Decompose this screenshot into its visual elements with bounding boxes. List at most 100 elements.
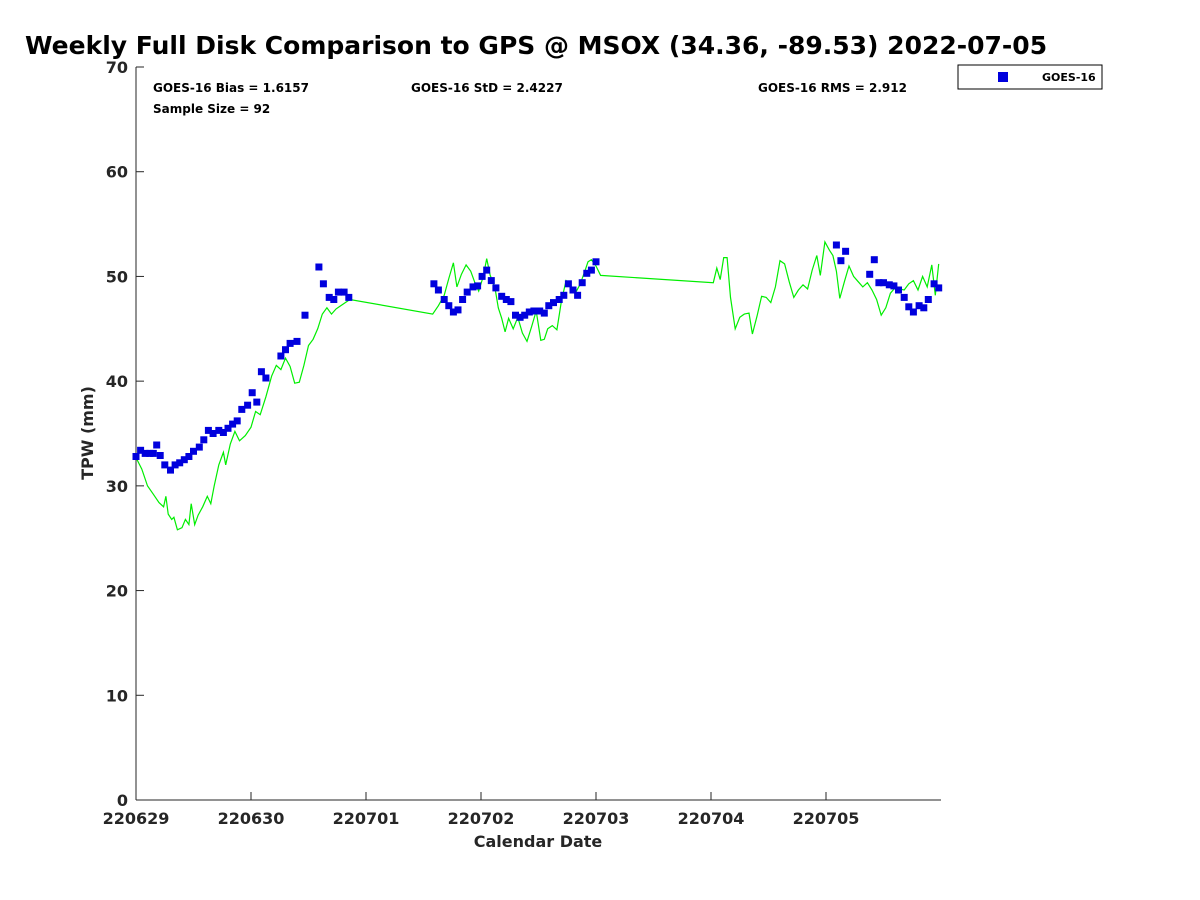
legend-marker-goes16 [998,72,1008,82]
goes16-point [185,453,193,460]
goes16-point [340,288,348,296]
x-axis-label: Calendar Date [474,832,603,851]
goes16-point [512,311,519,319]
goes16-point [180,456,188,464]
gps-reference-line [135,240,940,531]
goes16-point [930,280,938,288]
goes16-point [483,266,491,274]
goes16-point [900,293,908,301]
plot-area: 0 10 20 30 40 50 60 70 220629 220630 220701 220702 2… [103,58,943,828]
goes16-point [536,307,544,315]
y-tick-label: 0 [117,791,128,810]
goes16-point [895,286,902,294]
goes16-point [434,286,442,294]
goes16-point [233,417,241,425]
goes16-point [525,308,533,316]
x-tick-label: 220630 [218,809,285,828]
goes16-point [885,281,893,289]
goes16-point [132,453,140,460]
goes16-point [574,291,582,299]
goes16-point [171,461,179,469]
goes16-point [875,279,883,287]
goes16-point [330,296,338,303]
goes16-point [195,443,203,451]
goes16-point [277,352,285,360]
goes16-point [167,466,174,474]
goes16-point [301,311,309,319]
goes16-point [569,286,577,294]
y-tick-label: 70 [106,58,128,77]
goes16-point [282,346,289,354]
goes16-point [238,405,246,413]
y-tick-label: 30 [106,477,128,496]
x-tick-label: 220629 [103,809,170,828]
goes16-point [837,257,845,265]
goes16-point [870,256,878,264]
goes16-point [334,288,342,296]
goes16-point [224,424,232,432]
goes16-point [248,389,256,397]
goes16-point [161,461,169,469]
goes16-point [345,293,353,301]
y-tick-label: 50 [106,267,128,286]
goes16-point [487,277,495,285]
goes16-point [209,430,217,437]
y-tick-label: 60 [106,163,128,182]
goes16-point [219,429,227,436]
goes16-point [866,270,874,278]
goes16-point [530,307,538,315]
goes16-point [204,426,212,434]
x-tick-label: 220701 [333,809,400,828]
rms-stat: GOES-16 RMS = 2.912 [758,81,907,95]
x-tick-label: 220703 [563,809,630,828]
goes16-point [200,436,208,444]
goes16-point [920,304,928,312]
y-tick-label: 20 [106,582,128,601]
goes16-point [507,298,515,306]
goes16-point [141,449,149,457]
goes16-point [137,446,145,454]
goes16-point [550,299,557,307]
x-tick-label: 220702 [448,809,515,828]
goes16-point [454,306,462,314]
sample-size-stat: Sample Size = 92 [153,102,270,116]
goes16-point [909,308,917,316]
goes16-point [244,401,252,409]
goes16-point [319,280,327,288]
x-tick-label: 220704 [678,809,745,828]
std-stat: GOES-16 StD = 2.4227 [411,81,563,95]
goes16-point [890,282,898,290]
goes16-point [257,368,265,376]
y-axis-label: TPW (mm) [78,386,97,480]
goes16-point [229,420,237,428]
goes16-point [156,452,164,459]
goes16-point [286,339,294,347]
legend-box [957,64,1103,90]
legend-label-goes16: GOES-16 [1042,71,1096,84]
goes16-point [502,296,510,303]
goes16-point [445,302,453,310]
goes16-point [564,280,572,288]
goes16-point [253,398,261,406]
goes16-point [492,284,500,292]
x-tick-label: 220705 [793,809,860,828]
goes16-point [430,280,438,288]
goes16-point [449,308,457,316]
goes16-point [587,266,595,274]
goes16-point [545,302,553,310]
goes16-point [842,247,850,255]
goes16-point [463,288,471,296]
goes16-point [293,337,301,345]
goes16-point [262,374,270,382]
goes16-point [540,309,548,317]
legend: GOES-16 [957,64,1103,90]
bias-stat: GOES-16 Bias = 1.6157 [153,81,309,95]
goes16-point [832,241,840,249]
goes16-point [315,263,323,271]
chart-title: Weekly Full Disk Comparison to GPS @ MSO… [25,31,1047,60]
goes16-point [555,296,563,303]
goes16-point [153,441,161,449]
goes16-point [560,291,568,299]
